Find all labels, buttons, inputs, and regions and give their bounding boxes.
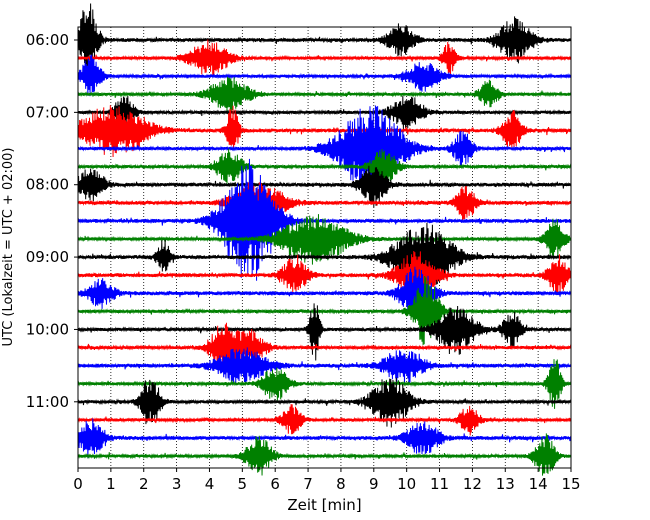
trace-0930: [77, 266, 572, 319]
x-tick-label: 0: [73, 475, 83, 493]
y-axis-label: UTC (Lokalzeit = UTC + 02:00): [1, 148, 16, 347]
x-tick-label: 5: [238, 475, 248, 493]
trace-0600: [77, 3, 572, 77]
seismic-traces: [77, 3, 572, 476]
trace-0915: [77, 250, 572, 300]
trace-1030: [77, 347, 572, 385]
y-tick-label: 06:00: [26, 31, 69, 49]
x-tick-label: 7: [303, 475, 313, 493]
x-tick-label: 6: [270, 475, 280, 493]
x-tick-label: 10: [397, 475, 416, 493]
trace-0745: [77, 148, 572, 186]
trace-0715: [77, 105, 572, 157]
trace-0800: [77, 165, 572, 208]
x-tick-label: 4: [205, 475, 215, 493]
trace-1115: [77, 404, 572, 436]
x-tick-label: 9: [369, 475, 379, 493]
x-tick-label: 12: [463, 475, 482, 493]
x-tick-label: 3: [172, 475, 182, 493]
trace-1000: [77, 303, 572, 361]
x-tick-label: 15: [561, 475, 580, 493]
y-tick-label: 09:00: [26, 248, 69, 266]
trace-1045: [77, 359, 572, 409]
plot-frame: [77, 26, 572, 469]
trace-1130: [77, 418, 572, 459]
y-tick-label: 07:00: [26, 103, 69, 121]
x-tick-label: 13: [496, 475, 515, 493]
trace-1015: [77, 322, 572, 371]
x-axis-ticks: 0 1 2 3 4 5 6 7 8 9 10 11 12 13 14 15: [73, 468, 581, 493]
trace-0945: [77, 275, 572, 346]
y-tick-label: 10:00: [26, 320, 69, 338]
trace-1145: [77, 433, 572, 476]
x-tick-label: 1: [106, 475, 116, 493]
x-tick-label: 2: [139, 475, 149, 493]
x-tick-label: 8: [336, 475, 346, 493]
trace-0645: [77, 76, 572, 113]
x-tick-label: 14: [529, 475, 548, 493]
trace-0730: [77, 105, 572, 194]
trace-0700: [77, 95, 572, 131]
y-axis-ticks: 06:00 07:00 08:00 09:00 10:00 11:00: [26, 31, 78, 411]
trace-0815: [77, 182, 572, 223]
trace-0630: [77, 54, 572, 97]
y-tick-label: 08:00: [26, 176, 69, 194]
y-tick-label: 11:00: [26, 393, 69, 411]
x-axis-label: Zeit [min]: [287, 496, 361, 514]
x-tick-label: 11: [430, 475, 449, 493]
trace-1100: [77, 377, 572, 428]
trace-0900: [77, 222, 572, 292]
trace-0615: [77, 39, 572, 76]
